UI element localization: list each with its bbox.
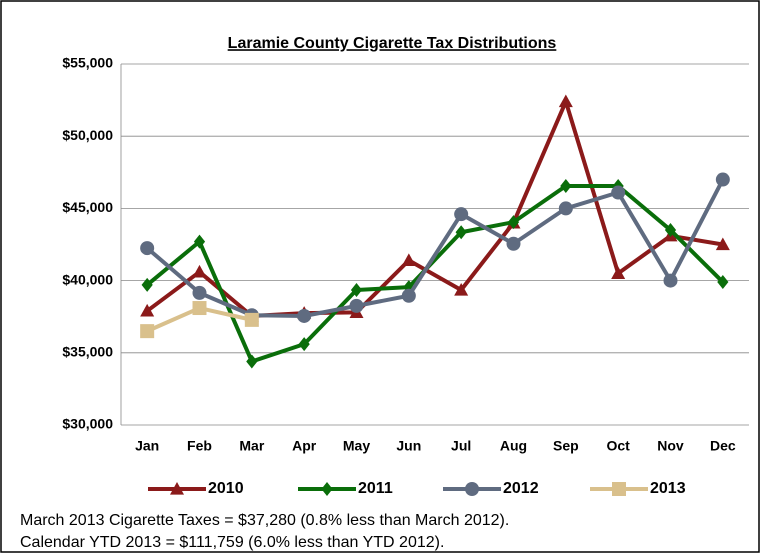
marker — [140, 303, 155, 317]
marker — [192, 264, 207, 278]
x-tick-label: Dec — [710, 438, 736, 454]
marker — [297, 308, 312, 323]
marker — [715, 172, 730, 187]
marker — [612, 482, 626, 496]
chart-title: Laramie County Cigarette Tax Distributio… — [228, 35, 557, 52]
x-tick-label: Oct — [606, 438, 630, 454]
marker — [558, 94, 573, 108]
marker — [455, 225, 467, 240]
note: Calendar YTD 2013 = $111,759 (6.0% less … — [20, 534, 444, 551]
x-tick-label: Apr — [292, 438, 317, 454]
marker — [715, 237, 730, 251]
marker — [350, 282, 363, 297]
marker — [454, 207, 469, 222]
marker — [506, 236, 521, 251]
x-tick-label: Feb — [187, 438, 212, 454]
marker — [321, 482, 333, 496]
x-tick-label: Jan — [135, 438, 159, 454]
marker — [192, 301, 207, 316]
marker — [141, 277, 153, 292]
note: March 2013 Cigarette Taxes = $37,280 (0.… — [20, 512, 509, 529]
series-line — [145, 184, 725, 364]
marker — [507, 215, 520, 230]
marker — [664, 223, 677, 238]
y-tick-label: $30,000 — [62, 416, 113, 432]
x-tick-label: Jul — [451, 438, 471, 454]
x-tick-label: Aug — [500, 438, 527, 454]
x-tick-label: May — [343, 438, 370, 454]
y-tick-label: $50,000 — [62, 127, 113, 143]
marker — [193, 234, 206, 249]
series-line — [145, 99, 724, 318]
marker — [170, 482, 184, 495]
series-line — [145, 178, 725, 318]
marker — [192, 285, 207, 300]
marker — [349, 298, 364, 313]
legend-label: 2013 — [650, 480, 686, 497]
marker — [560, 179, 572, 194]
y-tick-label: $35,000 — [62, 344, 113, 360]
legend-label: 2011 — [358, 480, 393, 497]
legend-label: 2010 — [208, 480, 244, 497]
marker — [454, 282, 469, 296]
marker — [663, 273, 678, 288]
marker — [465, 482, 479, 496]
x-tick-label: Jun — [396, 438, 421, 454]
marker — [558, 201, 573, 216]
marker — [140, 241, 155, 256]
marker — [611, 185, 626, 200]
marker — [401, 253, 416, 266]
y-tick-label: $40,000 — [62, 271, 113, 287]
x-tick-label: Sep — [553, 438, 579, 454]
x-tick-label: Mar — [239, 438, 264, 454]
marker — [140, 324, 155, 339]
legend-label: 2012 — [503, 480, 539, 497]
marker — [401, 288, 416, 303]
x-tick-label: Nov — [657, 438, 684, 454]
marker — [246, 354, 258, 369]
y-tick-label: $55,000 — [62, 55, 113, 71]
marker — [244, 312, 259, 327]
y-tick-label: $45,000 — [62, 199, 113, 215]
marker — [717, 275, 729, 290]
marker — [298, 337, 310, 352]
marker — [611, 266, 626, 279]
